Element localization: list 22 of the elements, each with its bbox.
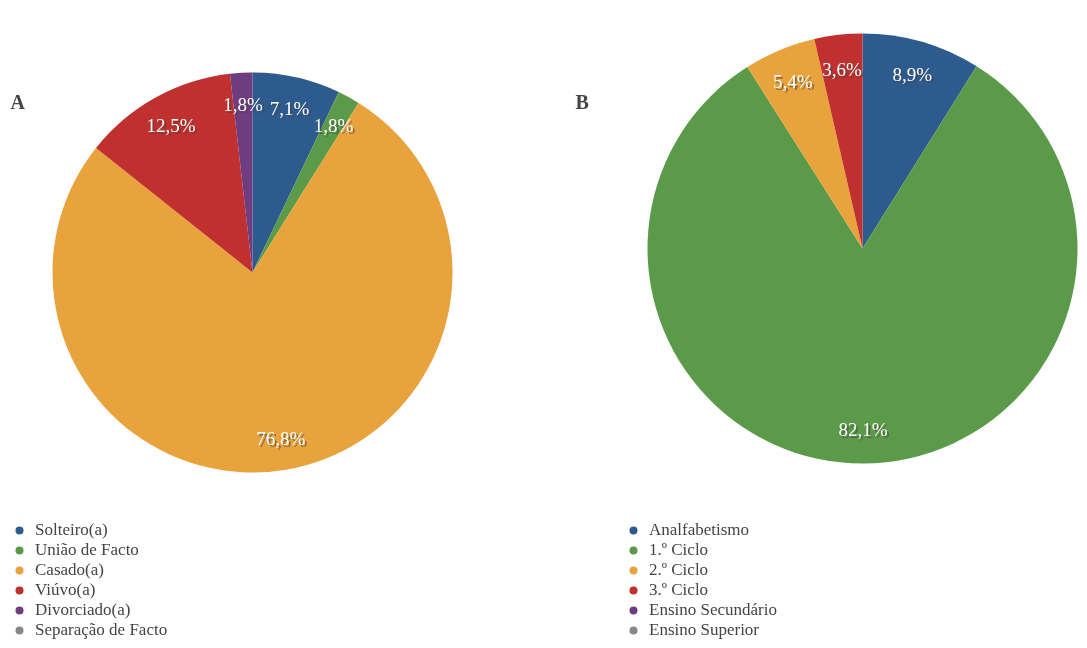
legend-label: Divorciado(a) <box>35 600 131 620</box>
data-label: 82,1% <box>838 418 888 440</box>
data-label: 1,8% <box>225 96 265 118</box>
data-label: 3,6% <box>824 60 865 82</box>
legend-label: 3.º Ciclo <box>649 580 709 600</box>
text: A <box>10 90 26 113</box>
legend-label: Viúvo(a) <box>35 580 96 600</box>
legend-label: União de Facto <box>35 540 139 560</box>
legend-label: Ensino Superior <box>649 620 760 640</box>
legend-label: Casado(a) <box>35 560 104 580</box>
legend-label: Solteiro(a) <box>35 520 108 540</box>
data-label: 5,4% <box>773 71 813 93</box>
legend-label: 2.º Ciclo <box>649 560 709 580</box>
legend-label: Analfabetismo <box>649 520 750 540</box>
data-label: 12,5% <box>148 117 198 139</box>
legend-label: Ensino Secundário <box>649 600 777 620</box>
data-label: 8,9% <box>894 66 935 88</box>
text: B <box>575 90 589 113</box>
data-label: 7,1% <box>271 100 312 122</box>
legend-label: Separação de Facto <box>35 620 168 640</box>
data-label: 76,8% <box>258 429 308 451</box>
legend-label: 1.º Ciclo <box>649 540 709 560</box>
